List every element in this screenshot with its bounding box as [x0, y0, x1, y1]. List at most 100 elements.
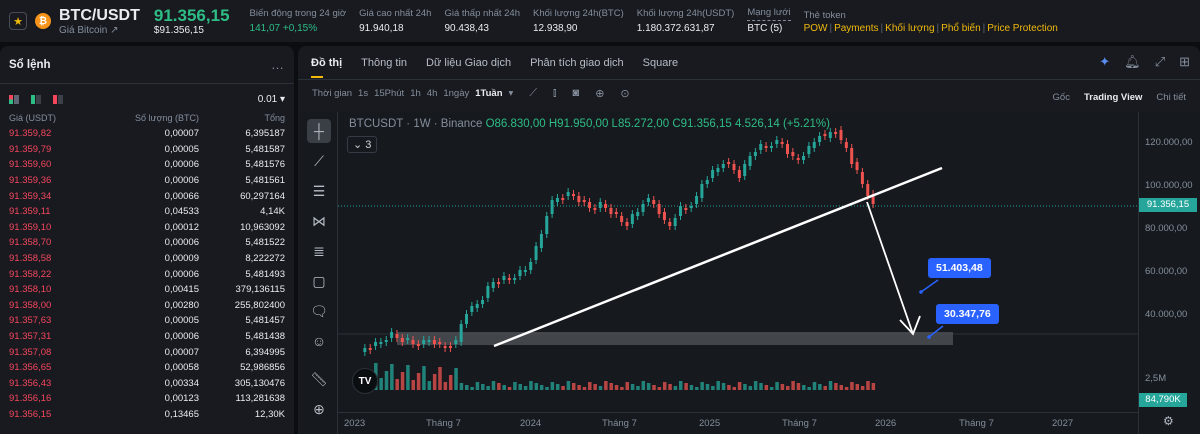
interval-15m[interactable]: 15Phút: [374, 87, 405, 99]
row-total: 52,986856: [240, 362, 285, 374]
order-book-row[interactable]: 91.359,60 0,00006 5,481576: [0, 157, 294, 173]
order-book-row[interactable]: 91.356,65 0,00058 52,986856: [0, 360, 294, 376]
row-price: 91.356,16: [9, 393, 52, 405]
interval-1s[interactable]: 1s: [358, 87, 369, 99]
view-tradingview[interactable]: Trading View: [1083, 92, 1143, 103]
row-price: 91.358,58: [9, 253, 52, 265]
pattern-tool-icon[interactable]: ⋈: [312, 212, 326, 229]
tag-payments[interactable]: Payments: [834, 22, 879, 34]
row-amount: 0,00006: [164, 268, 199, 280]
row-total: 4,14K: [260, 206, 285, 218]
rectangle-tool-icon[interactable]: ▢: [312, 272, 326, 289]
order-book-row[interactable]: 91.359,36 0,00006 5,481561: [0, 173, 294, 189]
chart-tabs: Đồ thị Thông tin Dữ liệu Giao dịch Phân …: [298, 46, 1200, 80]
tradingview-chart[interactable]: ┼ ⟋ ☰ ⋈ ≣ ▢ 🗨︎ ☺ 📏︎ ⊕ BTCUSDT · 1W · Bin…: [300, 112, 1200, 434]
price-chart-canvas[interactable]: [338, 112, 1138, 412]
zoom-in-icon[interactable]: ⊕: [313, 400, 325, 417]
row-amount: 0,00280: [164, 299, 199, 311]
tab-trading-analysis[interactable]: Phân tích giao dịch: [530, 56, 624, 69]
order-book-row[interactable]: 91.356,16 0,00123 113,281638: [0, 391, 294, 407]
horizontal-lines-icon[interactable]: ☰: [312, 182, 326, 199]
order-book-row[interactable]: 91.359,79 0,00005 5,481587: [0, 142, 294, 158]
indicators-icon[interactable]: ⟋: [529, 86, 538, 99]
bell-icon[interactable]: 🔔︎: [1124, 54, 1141, 69]
view-depth[interactable]: Chi tiết: [1156, 92, 1186, 103]
interval-1h[interactable]: 1h: [410, 87, 421, 99]
pair-name[interactable]: BTC/USDT: [59, 6, 140, 24]
row-price: 91.357,31: [9, 331, 52, 343]
order-book-row[interactable]: 91.359,10 0,00012 10,963092: [0, 220, 294, 236]
col-amount: Số lượng (BTC): [135, 113, 199, 123]
tag-volume[interactable]: Khối lượng: [885, 22, 935, 34]
order-book-row[interactable]: 91.357,31 0,00006 5,481438: [0, 329, 294, 345]
order-book-row[interactable]: 91.359,82 0,00007 6,395187: [0, 126, 294, 142]
tab-square[interactable]: Square: [642, 56, 679, 69]
tab-info[interactable]: Thông tin: [361, 56, 408, 69]
favorite-star-button[interactable]: ★: [9, 12, 27, 30]
tradingview-logo[interactable]: TV: [352, 368, 378, 394]
indicators-collapse-button[interactable]: ⌄ 3: [347, 136, 378, 153]
order-book-row[interactable]: 91.358,00 0,00280 255,802400: [0, 298, 294, 314]
expand-icon[interactable]: ⤢: [1154, 54, 1166, 69]
book-view-bids-icon[interactable]: [31, 94, 41, 104]
order-book-row[interactable]: 91.358,58 0,00009 8,222272: [0, 251, 294, 267]
ai-sparkle-icon[interactable]: ✦: [1099, 54, 1111, 69]
row-amount: 0,00012: [164, 221, 199, 233]
row-amount: 0,00066: [164, 190, 199, 202]
stat-change-24h: 141,07 +0,15%: [249, 22, 318, 34]
tag-price-protection[interactable]: Price Protection: [987, 22, 1058, 34]
support-zone: [397, 332, 953, 345]
tick-size-select[interactable]: 0.01 ▾: [257, 93, 285, 105]
row-amount: 0,00123: [164, 393, 199, 405]
order-book-row[interactable]: 91.356,43 0,00334 305,130476: [0, 376, 294, 392]
order-book-row[interactable]: 91.357,63 0,00005 5,481457: [0, 313, 294, 329]
view-switcher: Gốc Trading View Chi tiết: [1053, 92, 1186, 103]
interval-1d[interactable]: 1ngày: [443, 87, 470, 99]
chart-settings-icon[interactable]: ⚙: [1163, 414, 1174, 428]
tag-pow[interactable]: POW: [803, 22, 828, 34]
candle-type-icon[interactable]: ⫾: [553, 86, 557, 99]
book-view-asks-icon[interactable]: [53, 94, 63, 104]
star-icon: ★: [13, 15, 23, 28]
order-book-columns: Giá (USDT) Số lượng (BTC) Tổng: [0, 110, 294, 126]
tag-popular[interactable]: Phổ biến: [941, 22, 981, 34]
callout-tool-icon[interactable]: 🗨︎: [310, 302, 328, 319]
order-book-row[interactable]: 91.357,08 0,00007 6,394995: [0, 344, 294, 360]
trendline-tool-icon[interactable]: ⟋: [314, 152, 324, 169]
interval-dropdown-icon[interactable]: ▾: [508, 87, 514, 99]
crosshair-icon[interactable]: ┼: [307, 119, 331, 143]
price-axis[interactable]: 120.000,00 100.000,00 91.356,15 80.000,0…: [1138, 112, 1200, 434]
interval-4h[interactable]: 4h: [426, 87, 438, 99]
order-book-row[interactable]: 91.359,11 0,04533 4,14K: [0, 204, 294, 220]
fib-tool-icon[interactable]: ≣: [313, 242, 325, 259]
book-view-both-icon[interactable]: [9, 94, 19, 104]
time-axis[interactable]: 2023 Tháng 7 2024 Tháng 7 2025 Tháng 7 2…: [338, 412, 1138, 434]
tab-trading-data[interactable]: Dữ liệu Giao dịch: [426, 56, 512, 69]
price-callout-51k[interactable]: 51.403,48: [928, 258, 991, 278]
order-book-row[interactable]: 91.359,34 0,00066 60,297164: [0, 188, 294, 204]
order-book-row[interactable]: 91.356,15 0,13465 12,30K: [0, 407, 294, 423]
order-book-row[interactable]: 91.358,22 0,00006 5,481493: [0, 266, 294, 282]
camera-icon[interactable]: ◙: [572, 87, 580, 99]
view-original[interactable]: Gốc: [1052, 92, 1070, 103]
order-book-row[interactable]: 91.358,70 0,00006 5,481522: [0, 235, 294, 251]
row-price: 91.356,15: [9, 408, 52, 420]
row-total: 5,481493: [245, 268, 285, 280]
row-total: 6,394995: [245, 346, 285, 358]
tab-chart[interactable]: Đồ thị: [311, 46, 342, 80]
add-icon[interactable]: ⊕: [595, 87, 605, 100]
coin-info-link[interactable]: Giá Bitcoin ↗: [59, 24, 119, 36]
layout-grid-icon[interactable]: ⊞: [1179, 54, 1190, 69]
interval-1w[interactable]: 1Tuần: [475, 87, 503, 99]
ruler-icon[interactable]: 📏︎: [310, 370, 328, 387]
emoji-tool-icon[interactable]: ☺: [311, 333, 327, 349]
more-options-icon[interactable]: …: [271, 57, 285, 72]
ticker-header: ★ ₿ BTC/USDT Giá Bitcoin ↗ 91.356,15 $91…: [0, 0, 1200, 42]
settings-circle-icon[interactable]: ⊙: [620, 87, 630, 100]
row-price: 91.359,11: [9, 206, 51, 218]
row-amount: 0,00009: [164, 253, 199, 265]
network-label[interactable]: Mạng lưới: [747, 6, 791, 21]
order-book-row[interactable]: 91.358,10 0,00415 379,136115: [0, 282, 294, 298]
price-callout-30k[interactable]: 30.347,76: [936, 304, 999, 324]
y-label: 80.000,00: [1145, 223, 1188, 234]
